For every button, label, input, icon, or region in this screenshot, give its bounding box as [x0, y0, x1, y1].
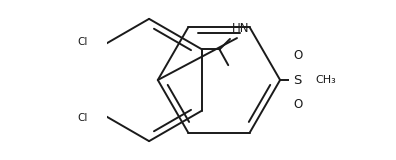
Text: O: O — [293, 98, 302, 111]
Text: HN: HN — [232, 22, 249, 36]
Text: CH₃: CH₃ — [315, 75, 336, 85]
Text: S: S — [293, 73, 302, 87]
Text: O: O — [293, 49, 302, 62]
Text: Cl: Cl — [77, 37, 88, 47]
Text: Cl: Cl — [77, 113, 88, 123]
